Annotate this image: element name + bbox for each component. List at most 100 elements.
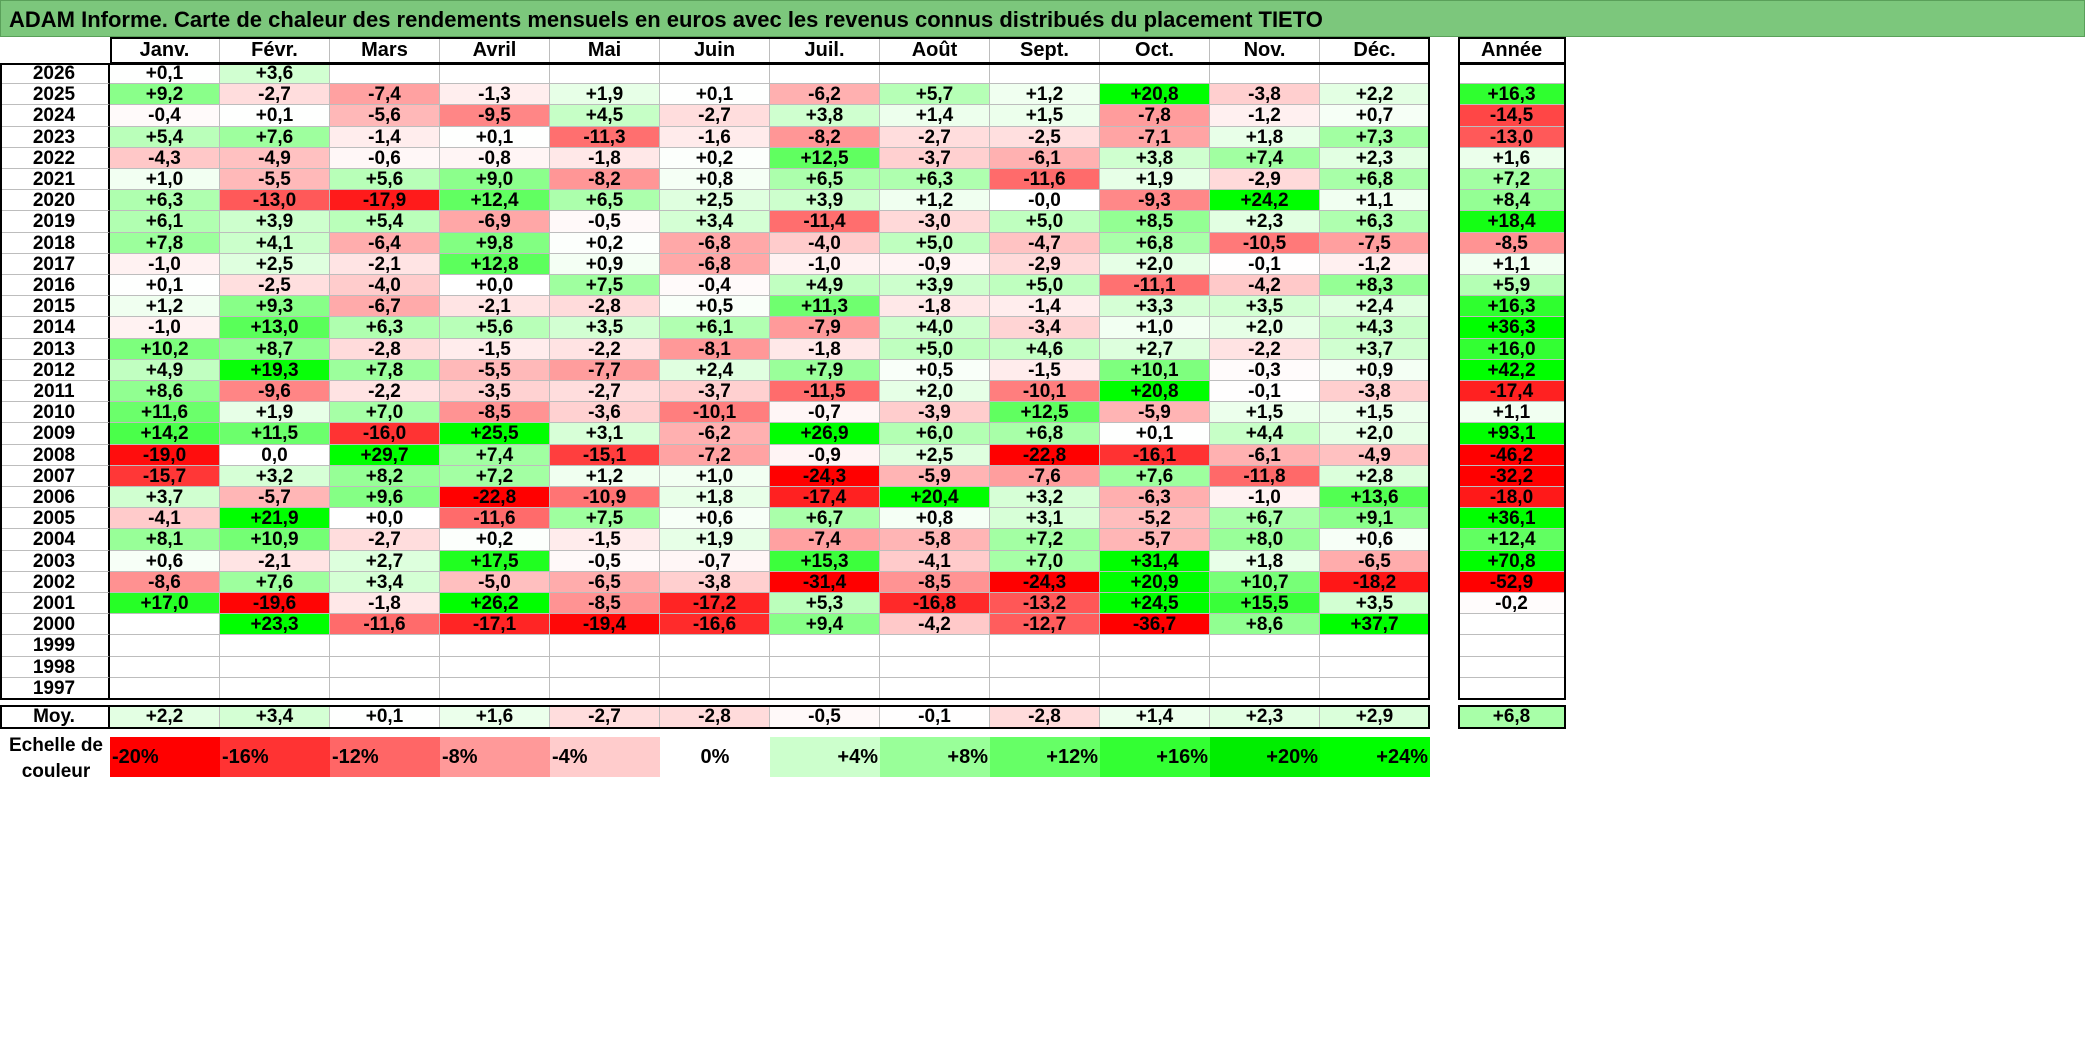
heatmap-cell: -1,5 — [440, 338, 550, 360]
heatmap-cell: +8,3 — [1320, 275, 1430, 297]
average-annual-cell: +6,8 — [1458, 705, 1566, 728]
heatmap-cell — [990, 656, 1100, 678]
heatmap-cell: +7,2 — [440, 465, 550, 487]
heatmap-cell: -1,4 — [330, 126, 440, 148]
annual-cell: -18,0 — [1458, 487, 1566, 509]
heatmap-cell: +4,0 — [880, 317, 990, 339]
heatmap-cell: +3,8 — [1100, 147, 1210, 169]
heatmap-cell — [770, 635, 880, 657]
heatmap-cell: -4,1 — [110, 508, 220, 530]
month-header: Déc. — [1320, 37, 1430, 63]
heatmap-cell: +6,3 — [1320, 211, 1430, 233]
heatmap-cell: +0,5 — [880, 359, 990, 381]
heatmap-cell: +9,3 — [220, 296, 330, 318]
heatmap-cell: -11,6 — [990, 169, 1100, 191]
annual-cell: +16,3 — [1458, 84, 1566, 106]
heatmap-cell: -9,3 — [1100, 190, 1210, 212]
heatmap-cell — [880, 635, 990, 657]
heatmap-cell: +0,6 — [660, 508, 770, 530]
heatmap-cell: -3,7 — [660, 381, 770, 403]
heatmap-cell — [660, 635, 770, 657]
color-scale-swatch: +20% — [1210, 737, 1320, 777]
year-label: 2005 — [0, 508, 110, 530]
heatmap-cell: -17,4 — [770, 487, 880, 509]
heatmap-cell: +5,4 — [110, 126, 220, 148]
heatmap-cell: +4,3 — [1320, 317, 1430, 339]
heatmap-cell: +3,7 — [1320, 338, 1430, 360]
heatmap-cell: -4,0 — [770, 232, 880, 254]
heatmap-cell: +9,1 — [1320, 508, 1430, 530]
color-scale-swatch: -4% — [550, 737, 660, 777]
heatmap-cell: +1,9 — [220, 402, 330, 424]
heatmap-cell: -15,1 — [550, 444, 660, 466]
heatmap-cell: -1,6 — [660, 126, 770, 148]
heatmap-cell: -6,8 — [660, 253, 770, 275]
heatmap-cell: -6,1 — [1210, 444, 1320, 466]
heatmap-cell — [440, 656, 550, 678]
heatmap-cell: -9,6 — [220, 381, 330, 403]
heatmap-cell: -10,1 — [660, 402, 770, 424]
heatmap-cell — [660, 677, 770, 699]
year-label: 2017 — [0, 253, 110, 275]
annual-cell: -17,4 — [1458, 381, 1566, 403]
heatmap-cell: +1,1 — [1320, 190, 1430, 212]
heatmap-cell: -4,1 — [880, 550, 990, 572]
heatmap-cell: -16,0 — [330, 423, 440, 445]
heatmap-cell: -9,5 — [440, 105, 550, 127]
year-label: 2004 — [0, 529, 110, 551]
heatmap-cell: -1,8 — [770, 338, 880, 360]
average-cell: -2,8 — [660, 705, 770, 728]
heatmap-cell: -5,7 — [220, 487, 330, 509]
heatmap-cell: -16,6 — [660, 614, 770, 636]
heatmap-cell: -4,2 — [1210, 275, 1320, 297]
average-label: Moy. — [0, 705, 110, 728]
heatmap-cell: -6,5 — [550, 571, 660, 593]
heatmap-cell: +10,2 — [110, 338, 220, 360]
heatmap-cell: +0,0 — [440, 275, 550, 297]
heatmap-cell: +6,8 — [1320, 169, 1430, 191]
heatmap-cell — [1320, 63, 1430, 85]
annual-cell: +1,1 — [1458, 253, 1566, 275]
heatmap-cell: -8,1 — [660, 338, 770, 360]
heatmap-cell: -6,3 — [1100, 487, 1210, 509]
heatmap-cell: -36,7 — [1100, 614, 1210, 636]
heatmap-cell: +0,2 — [660, 147, 770, 169]
year-label: 2011 — [0, 381, 110, 403]
heatmap-cell: -17,2 — [660, 593, 770, 615]
heatmap-cell: -1,3 — [440, 84, 550, 106]
year-label: 2012 — [0, 359, 110, 381]
heatmap-cell: +6,0 — [880, 423, 990, 445]
heatmap-cell — [330, 63, 440, 85]
year-label: 2013 — [0, 338, 110, 360]
heatmap-cell: +7,5 — [550, 275, 660, 297]
heatmap-cell: +1,8 — [1210, 126, 1320, 148]
heatmap-cell: +9,4 — [770, 614, 880, 636]
heatmap-cell: +1,2 — [880, 190, 990, 212]
heatmap-cell: -6,2 — [660, 423, 770, 445]
year-label: 2002 — [0, 571, 110, 593]
heatmap-cell: -0,3 — [1210, 359, 1320, 381]
heatmap-cell: +0,1 — [1100, 423, 1210, 445]
heatmap-cell: -15,7 — [110, 465, 220, 487]
heatmap-cell: +9,6 — [330, 487, 440, 509]
heatmap-cell: +3,1 — [990, 508, 1100, 530]
heatmap-cell: +0,1 — [660, 84, 770, 106]
heatmap-cell: -3,0 — [880, 211, 990, 233]
heatmap-cell: -11,5 — [770, 381, 880, 403]
annual-cell: +93,1 — [1458, 423, 1566, 445]
heatmap-cell: -0,6 — [330, 147, 440, 169]
heatmap-cell — [1320, 677, 1430, 699]
heatmap-cell: +1,5 — [990, 105, 1100, 127]
average-cell: +2,2 — [110, 705, 220, 728]
heatmap-cell: -0,0 — [990, 190, 1100, 212]
chart-title: ADAM Informe. Carte de chaleur des rende… — [0, 0, 2085, 37]
heatmap-cell: +0,1 — [440, 126, 550, 148]
heatmap-cell: +15,5 — [1210, 593, 1320, 615]
heatmap-cell: -2,1 — [440, 296, 550, 318]
year-label: 2006 — [0, 487, 110, 509]
heatmap-cell: +0,1 — [110, 63, 220, 85]
heatmap-cell — [770, 656, 880, 678]
annual-cell: +12,4 — [1458, 529, 1566, 551]
heatmap-cell: +3,9 — [220, 211, 330, 233]
annual-cell: +36,3 — [1458, 317, 1566, 339]
